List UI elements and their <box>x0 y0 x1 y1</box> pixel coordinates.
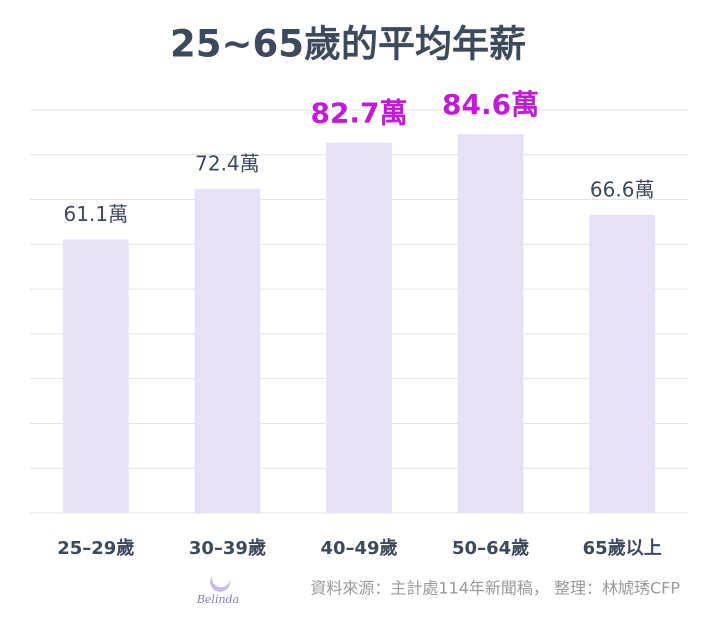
value-label: 61.1萬 <box>64 202 129 226</box>
bar <box>194 188 261 513</box>
x-tick-label: 40–49歲 <box>320 537 397 559</box>
logo-moon <box>210 576 231 592</box>
bar <box>457 134 524 513</box>
bar <box>326 142 392 513</box>
bar <box>589 214 656 513</box>
logo-text: Belinda <box>196 593 239 606</box>
value-label: 82.7萬 <box>310 97 407 130</box>
value-label: 84.6萬 <box>442 88 539 121</box>
bar <box>62 239 129 513</box>
value-label: 72.4萬 <box>195 151 260 175</box>
source-note: 資料來源：主計處114年新聞稿， 整理：林虓琇CFP <box>310 579 680 598</box>
x-tick-label: 65歲以上 <box>583 537 662 559</box>
chart-title: 25~65歲的平均年薪 <box>170 23 526 66</box>
x-tick-label: 30–39歲 <box>189 537 266 559</box>
x-tick-label: 50–64歲 <box>452 537 529 559</box>
x-tick-label: 25–29歲 <box>57 537 134 559</box>
value-label: 66.6萬 <box>590 177 655 201</box>
